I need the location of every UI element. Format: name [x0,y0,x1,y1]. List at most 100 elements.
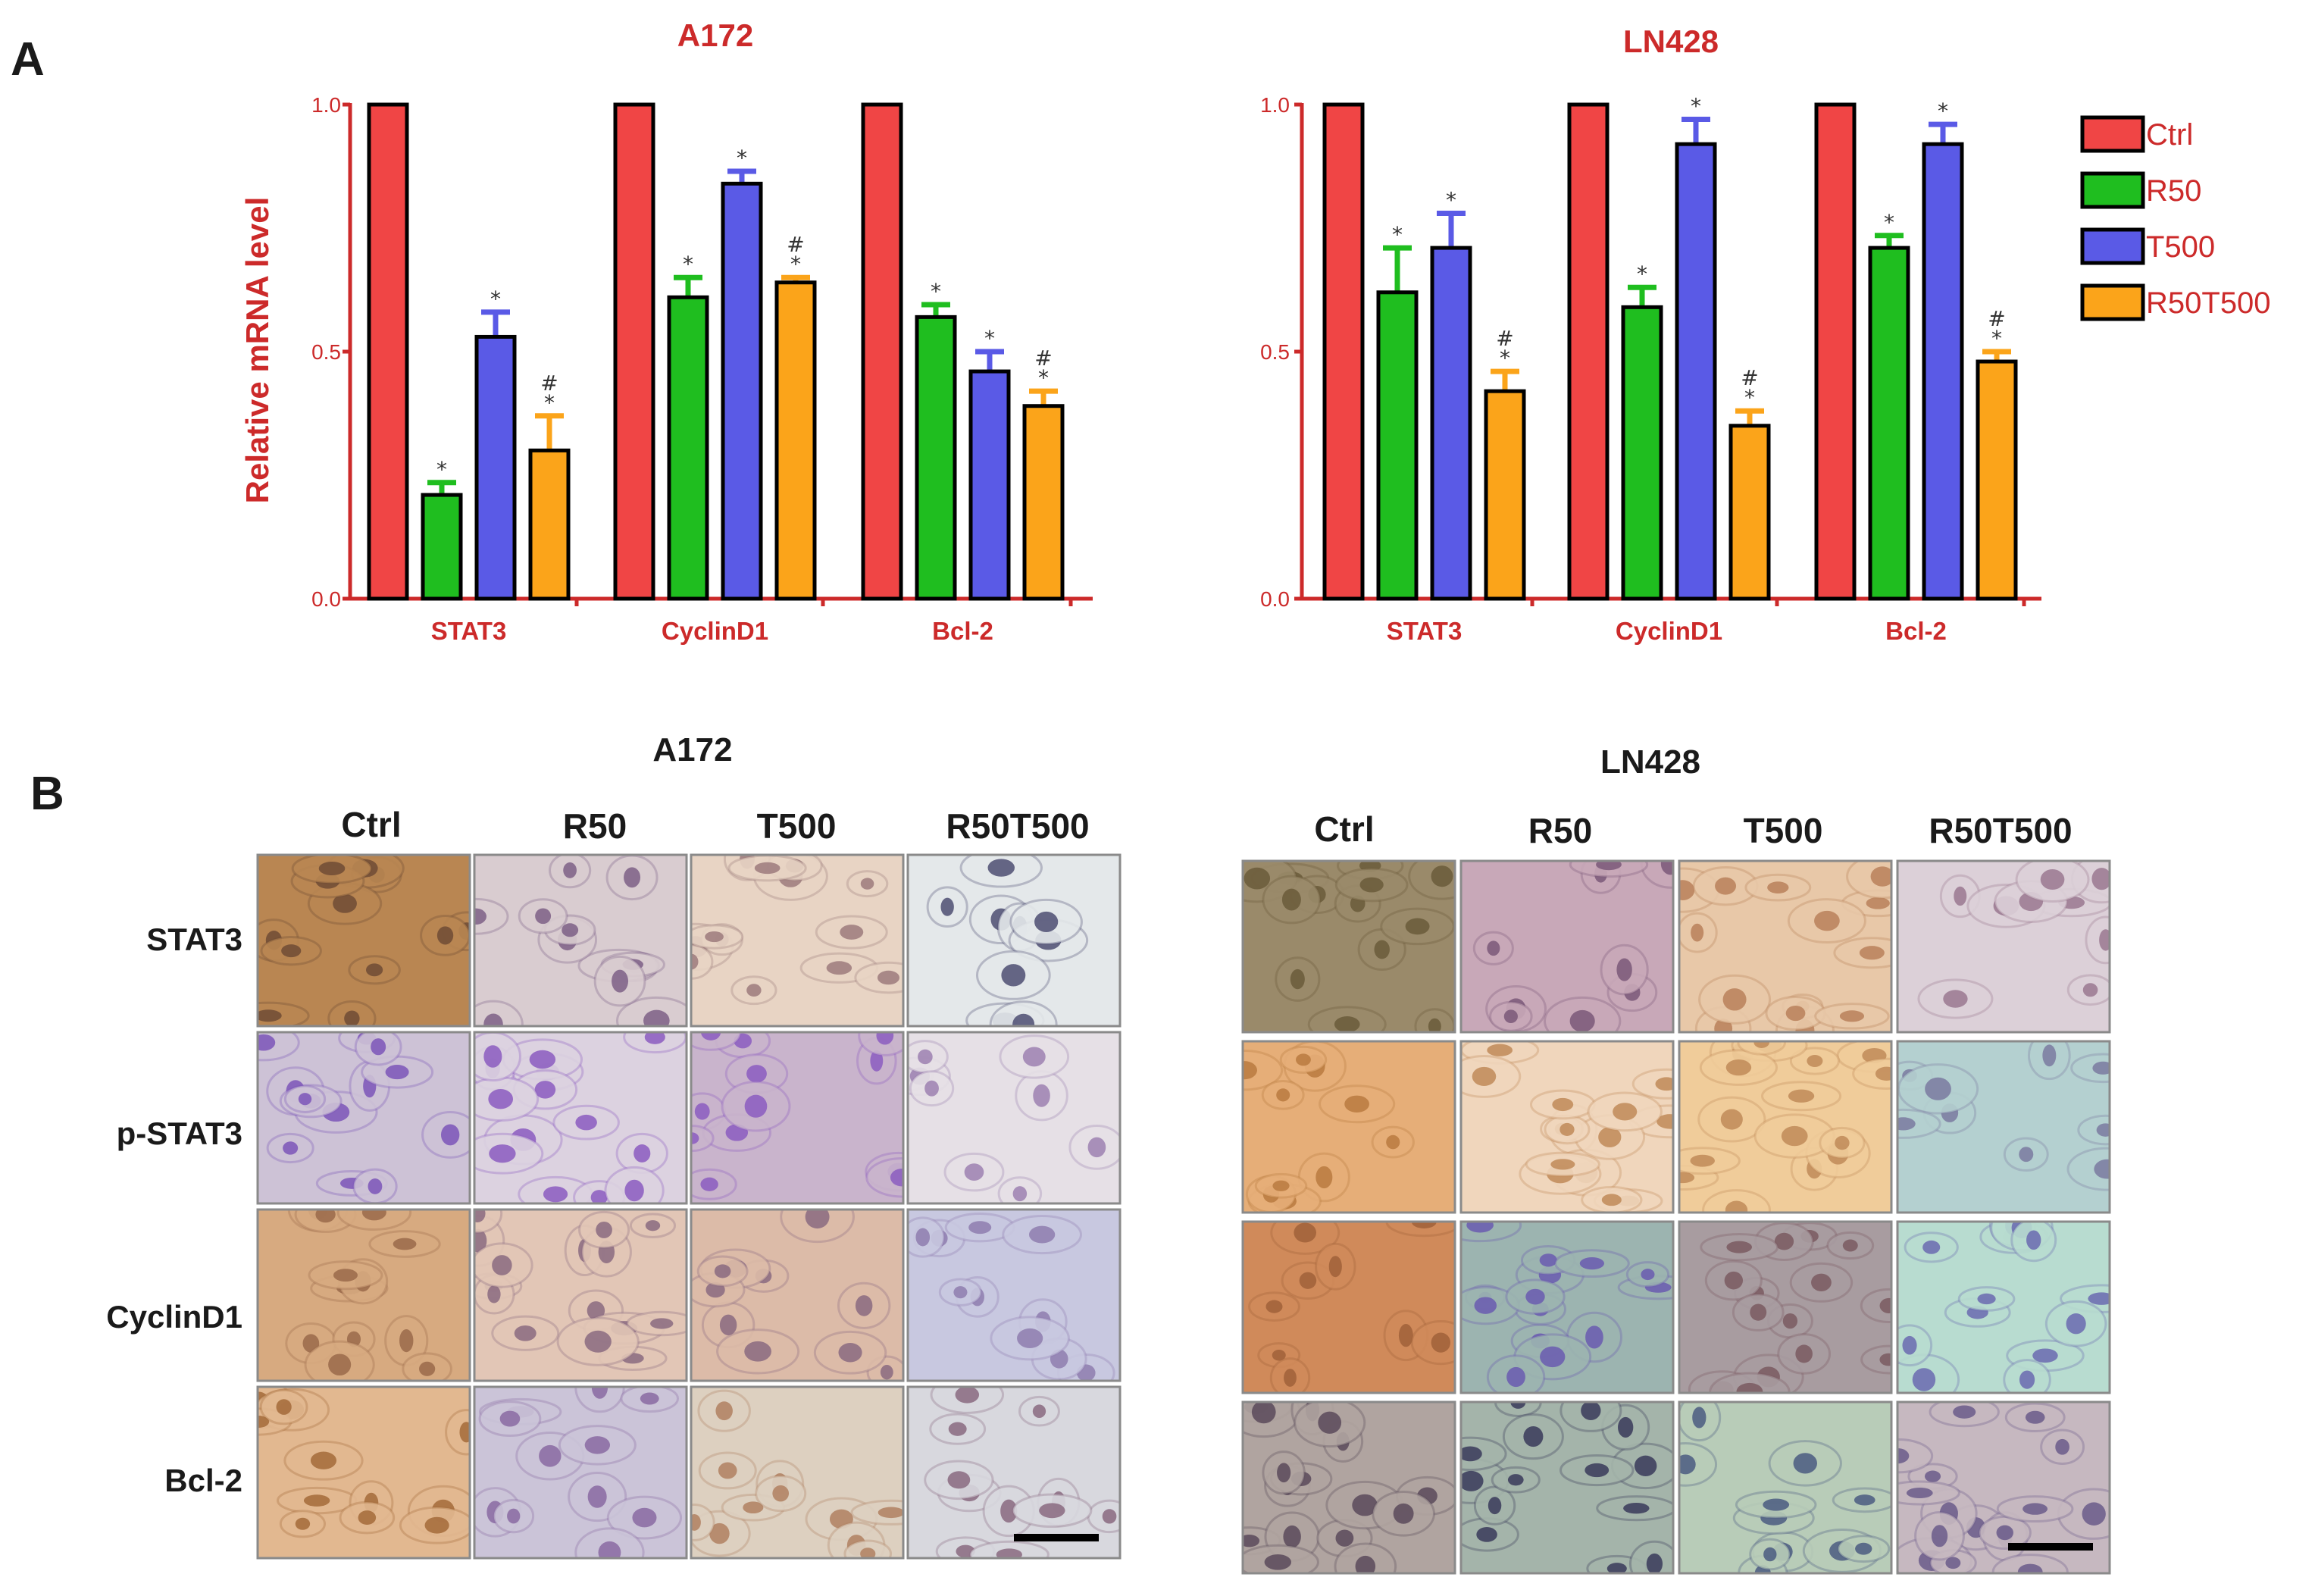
significance-star: * [1938,99,1948,124]
y-tick-label: 1.0 [1260,93,1290,117]
cell-nucleus [1596,861,1622,871]
cell-nucleus [591,1387,608,1399]
micrograph-tile [1678,1040,1893,1214]
significance-hash: # [1034,346,1052,371]
x-tick-label: STAT3 [1387,617,1463,645]
micrograph-tile [473,1385,688,1560]
tile-frame [1896,859,2111,1034]
cell-nucleus [1244,867,1271,890]
y-tick-label: 0.5 [1260,340,1290,364]
cell-nucleus [1283,1525,1301,1548]
cell-nucleus [1243,1061,1257,1080]
tile-frame [1241,1400,1456,1575]
tile-frame [256,853,471,1028]
cell-nucleus [1634,1455,1657,1476]
micrograph-tile [906,1385,1122,1560]
cell-nucleus [2099,929,2110,951]
bar-ctrl [1567,102,1610,601]
x-tick-label: CyclinD1 [662,617,768,645]
cell-nucleus [1033,1084,1050,1107]
cell-body [1860,1344,1891,1375]
cell-nucleus [474,908,486,925]
cell-nucleus [1344,1095,1369,1113]
cell-nucleus [399,1328,414,1353]
cell-nucleus [543,1186,568,1203]
cell-nucleus [1315,1166,1333,1189]
cell-nucleus [1276,1088,1290,1102]
panel-a-label: A [11,33,45,86]
cell-nucleus [624,1179,644,1202]
micrograph-title: LN428 [1600,743,1700,781]
cell-nucleus [365,963,383,977]
bar-r50 [1868,246,1910,601]
cell-nucleus [2055,1438,2069,1455]
cell-nucleus [878,1507,903,1519]
tile-frame [906,1385,1122,1560]
cell-cluster [926,855,1089,1026]
legend-item-t500: T500 [2080,227,2215,265]
cell-nucleus [2096,1123,2110,1137]
significance-hash: # [1741,365,1758,390]
cell-cluster [1679,861,1891,1032]
cell-nucleus [1855,1542,1872,1555]
tile-frame [473,853,688,1028]
cell-nucleus [1017,1328,1043,1348]
cell-cluster [691,1389,903,1558]
cell-nucleus [1912,1368,1936,1391]
cell-nucleus [295,1517,311,1530]
cell-nucleus [644,1032,665,1044]
cell-nucleus [1296,1053,1311,1066]
tile-frame [1896,1400,2111,1575]
cell-nucleus [1525,1288,1545,1305]
cell-cluster [285,1210,452,1381]
micrograph-tile [1241,1220,1456,1394]
cell-body [850,1499,903,1526]
cell-nucleus [563,862,577,878]
tile-frame [1241,1040,1456,1214]
tile-frame [1459,1040,1675,1214]
chart-a172: A172 Relative mRNA level 0.0 0.5 1.0 STAT3 C… [239,17,1093,645]
micrograph-tile [1678,859,1893,1034]
micrograph-title: A172 [652,731,732,768]
cell-nucleus [1767,881,1789,894]
category-group: ***# [1814,99,2018,601]
cell-nucleus [2019,1147,2034,1163]
cell-nucleus [1679,1454,1696,1475]
bar-t500 [1675,142,1717,601]
cell-nucleus [1581,1402,1601,1420]
cell-nucleus [1870,866,1891,887]
cell-cluster [474,1032,687,1203]
cell-nucleus [1012,1013,1035,1026]
cell-cluster [474,1387,683,1558]
cell-nucleus [2092,1061,2110,1075]
micrograph-tile [906,1031,1122,1205]
cell-nucleus [1774,1232,1794,1250]
cell-nucleus [705,931,724,943]
cell-body [1461,1436,1507,1472]
cell-nucleus [1724,1271,1744,1290]
cell-nucleus [1897,1117,1916,1131]
cell-nucleus [694,1103,710,1120]
cell-cluster [1897,1041,2110,1191]
cell-nucleus [1854,1494,1875,1506]
tile-frame [1678,859,1893,1034]
cell-nucleus [700,1032,721,1041]
cell-nucleus [1284,1369,1297,1387]
tile-frame [1459,1220,1675,1394]
cell-nucleus [1294,1222,1317,1243]
cell-nucleus [303,1494,330,1507]
cell-nucleus [714,1264,731,1278]
cell-nucleus [1476,1527,1497,1542]
cell-nucleus [964,1163,984,1181]
tile-frame [690,1385,905,1560]
cell-nucleus [1924,1470,1941,1482]
cell-cluster [1248,1222,1455,1393]
micrograph-tile [473,1031,688,1205]
tile-frame [1241,859,1456,1034]
cell-nucleus [643,1009,670,1026]
cell-nucleus [1931,1525,1948,1547]
tile-frame [1241,1220,1456,1394]
cell-cluster [474,855,687,1026]
cell-nucleus [1679,880,1695,900]
cell-nucleus [358,1510,377,1526]
